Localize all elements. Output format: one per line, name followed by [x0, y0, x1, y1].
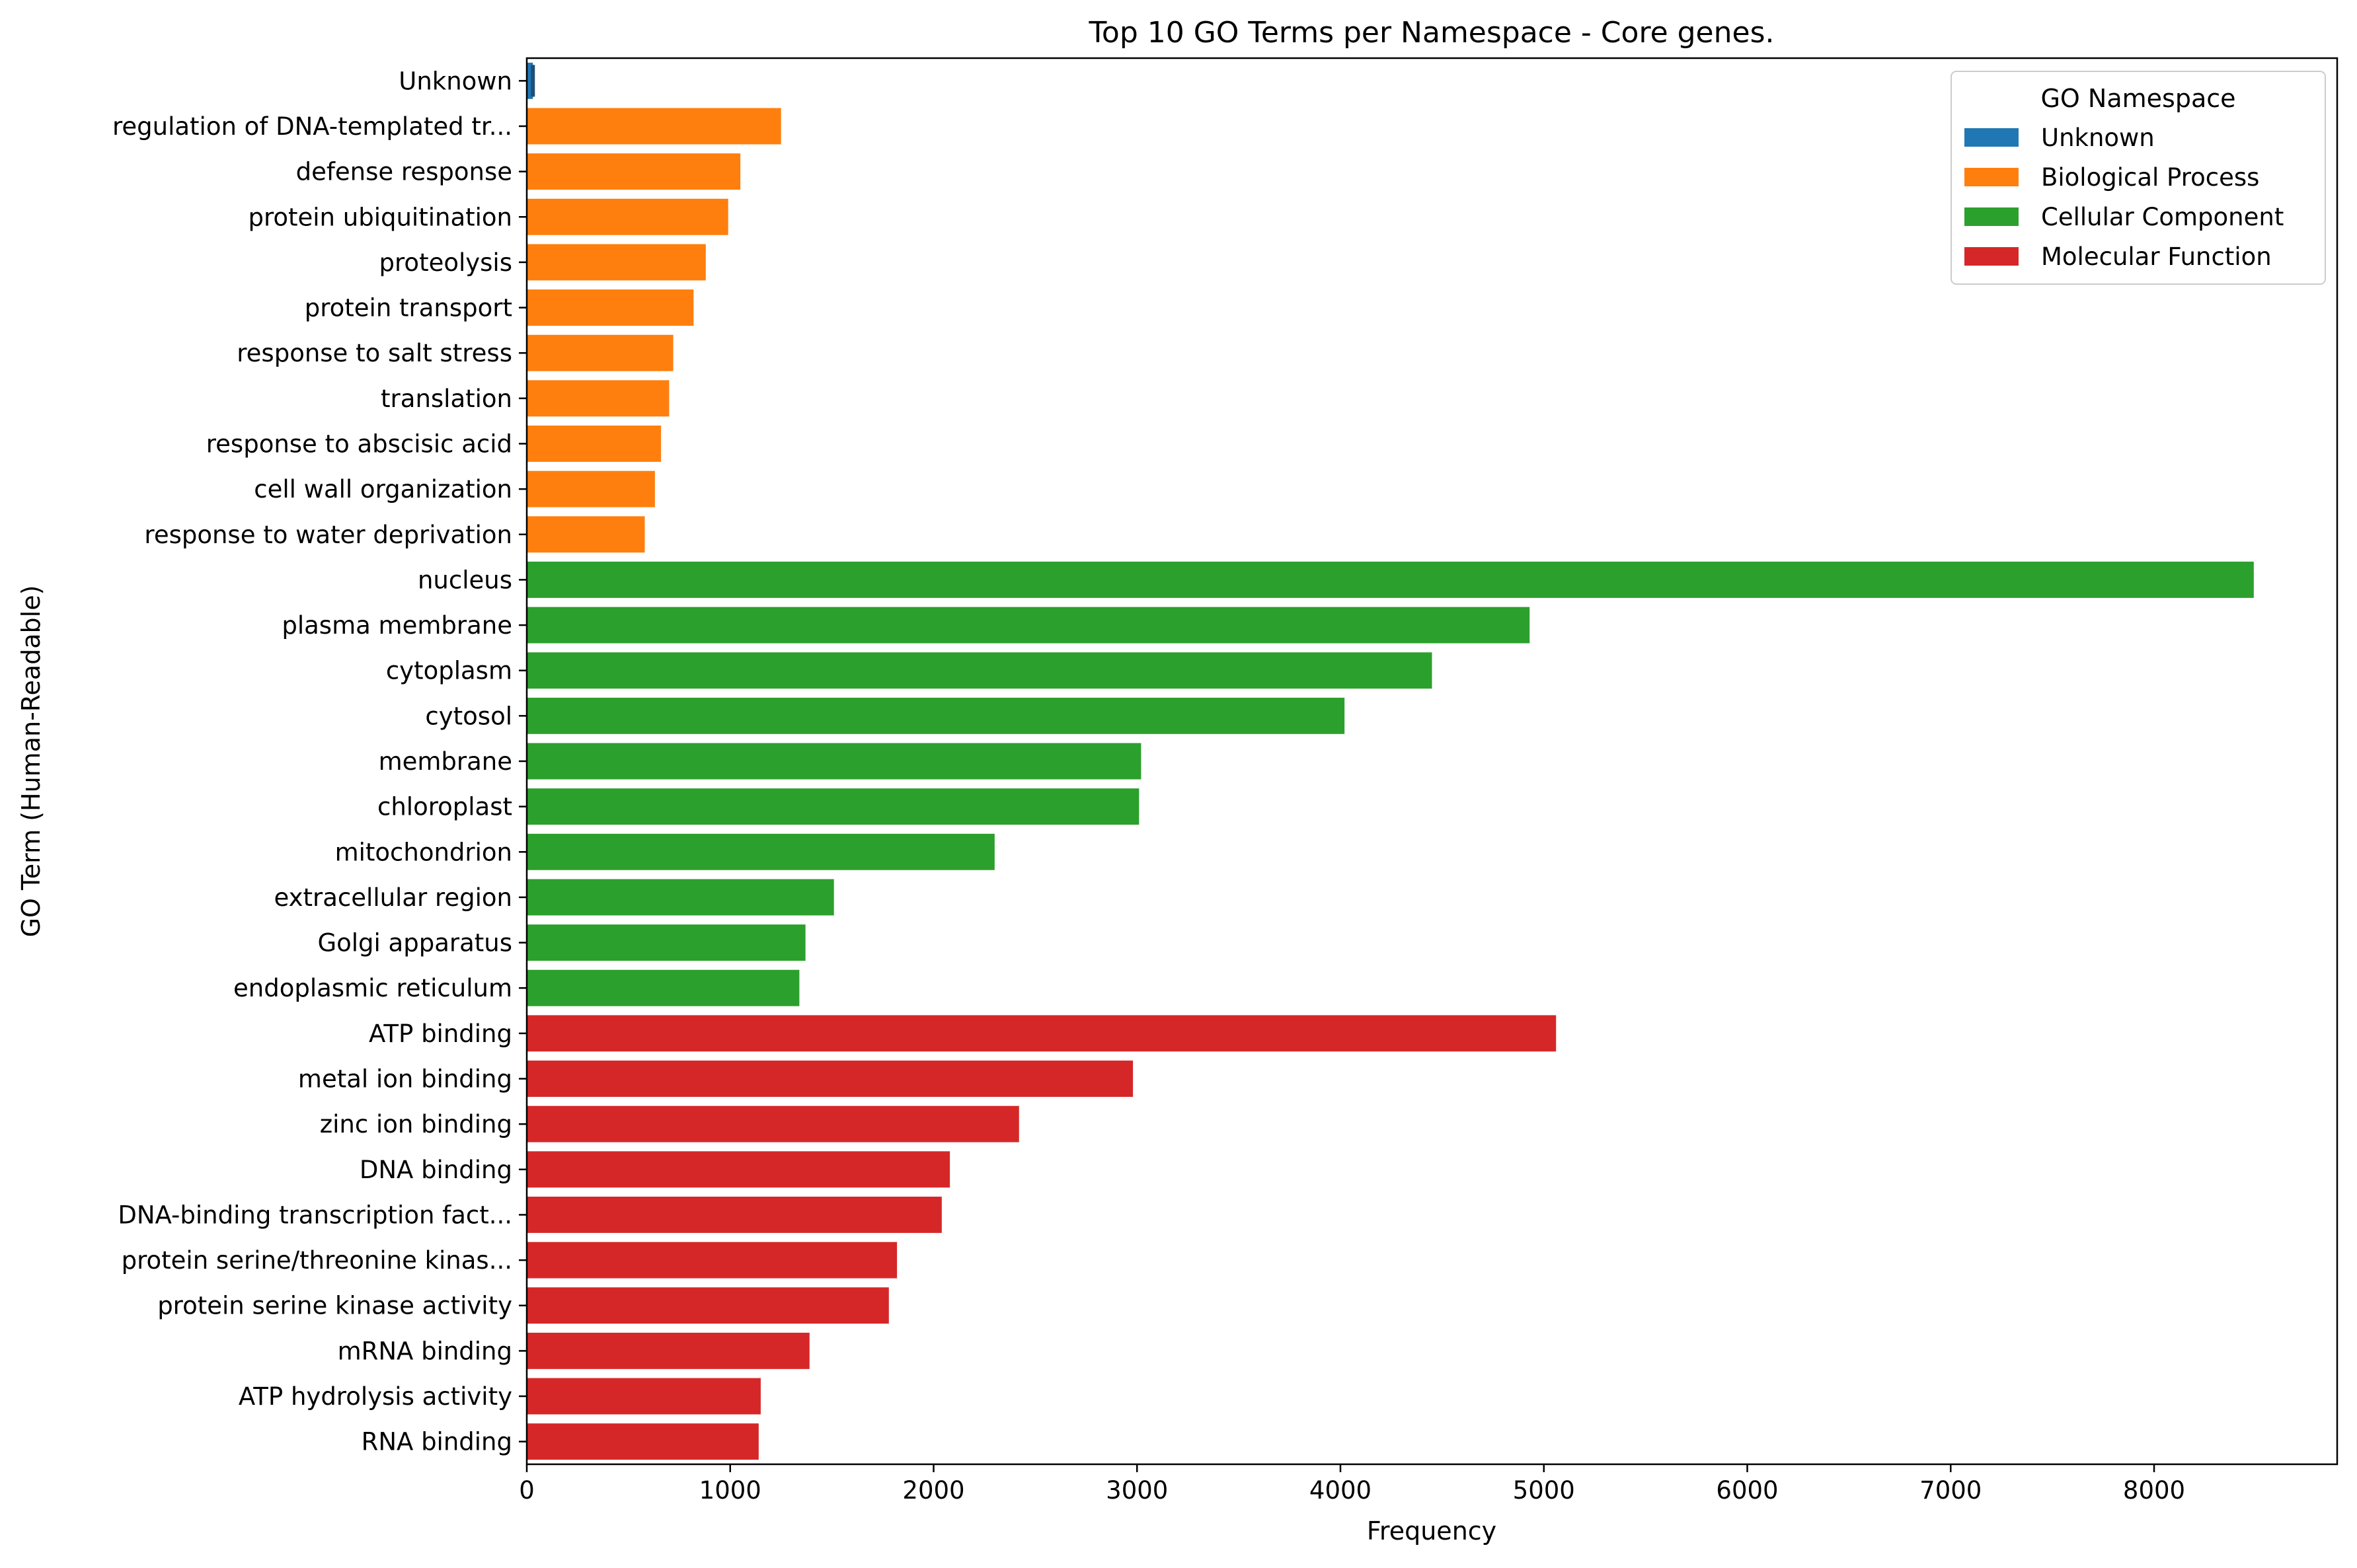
bar-6 — [527, 334, 674, 371]
bar-20 — [527, 969, 800, 1006]
bar-8 — [527, 426, 662, 462]
bar-27 — [527, 1287, 889, 1324]
plot-frame — [525, 57, 2338, 1466]
bar-11 — [527, 561, 2254, 598]
y-tick-label-21: ATP binding — [369, 1020, 512, 1048]
y-tick-label-26: protein serine/threonine kinas... — [122, 1246, 512, 1275]
x-tick-label-2: 2000 — [902, 1476, 964, 1505]
bar-0 — [527, 62, 533, 99]
y-tick-label-8: response to abscisic acid — [206, 429, 512, 458]
legend-swatch-0 — [1964, 128, 2019, 147]
bar-22 — [527, 1061, 1134, 1097]
legend-label-0: Unknown — [2041, 124, 2155, 152]
bar-5 — [527, 289, 694, 326]
x-tick-label-7: 7000 — [1919, 1476, 1982, 1505]
y-tick-label-16: chloroplast — [377, 793, 512, 821]
y-tick-label-25: DNA-binding transcription fact... — [118, 1201, 512, 1229]
y-tick-label-29: ATP hydrolysis activity — [239, 1382, 512, 1411]
y-tick-label-30: RNA binding — [362, 1428, 512, 1456]
y-tick-label-24: DNA binding — [360, 1156, 512, 1184]
y-tick-label-4: proteolysis — [379, 248, 512, 277]
ticks-layer: Unknown regulation of DNA-templated tr...… — [112, 67, 2185, 1505]
y-tick-label-1: regulation of DNA-templated tr... — [112, 112, 512, 141]
bar-25 — [527, 1196, 942, 1233]
y-tick-label-0: Unknown — [399, 67, 512, 95]
legend: GO Namespace Unknown Biological Process Ce… — [1951, 71, 2326, 285]
legend-swatch-3 — [1964, 247, 2019, 266]
bar-21 — [527, 1015, 1557, 1052]
bar-24 — [527, 1151, 950, 1188]
y-tick-label-10: response to water deprivation — [144, 521, 512, 549]
bar-30 — [527, 1423, 759, 1460]
y-tick-label-27: protein serine kinase activity — [157, 1292, 512, 1320]
bar-1 — [527, 108, 781, 145]
y-tick-label-17: mitochondrion — [335, 838, 512, 866]
y-tick-label-14: cytosol — [425, 702, 512, 730]
y-tick-label-23: zinc ion binding — [320, 1110, 512, 1139]
y-tick-label-19: Golgi apparatus — [317, 929, 512, 957]
y-tick-label-15: membrane — [379, 747, 512, 776]
y-tick-label-6: response to salt stress — [237, 339, 512, 367]
x-tick-label-1: 1000 — [699, 1476, 761, 1505]
bar-16 — [527, 788, 1140, 825]
x-tick-label-8: 8000 — [2123, 1476, 2185, 1505]
bar-2 — [527, 153, 741, 190]
bar-26 — [527, 1242, 898, 1279]
bar-4 — [527, 244, 706, 281]
bar-17 — [527, 833, 995, 870]
bar-7 — [527, 380, 670, 417]
legend-box — [1951, 71, 2326, 285]
y-tick-label-22: metal ion binding — [298, 1065, 512, 1094]
y-tick-label-28: mRNA binding — [338, 1337, 512, 1365]
bar-23 — [527, 1105, 1019, 1142]
y-tick-label-13: cytoplasm — [386, 657, 512, 685]
chart-title: Top 10 GO Terms per Namespace - Core gen… — [1089, 16, 1775, 50]
bar-12 — [527, 607, 1530, 644]
bar-15 — [527, 743, 1141, 780]
bar-18 — [527, 879, 834, 916]
bar-3 — [527, 198, 728, 235]
legend-label-3: Molecular Function — [2041, 243, 2272, 271]
y-axis-label: GO Term (Human-Readable) — [17, 585, 46, 938]
x-tick-label-3: 3000 — [1106, 1476, 1168, 1505]
bar-28 — [527, 1332, 810, 1369]
y-tick-label-12: plasma membrane — [282, 611, 512, 640]
y-tick-label-3: protein ubiquitination — [248, 203, 512, 231]
y-tick-label-2: defense response — [296, 158, 512, 186]
bar-9 — [527, 470, 655, 507]
bar-19 — [527, 924, 806, 961]
bars-layer — [527, 62, 2254, 1460]
bar-29 — [527, 1378, 761, 1415]
x-axis-label: Frequency — [1367, 1516, 1496, 1546]
x-tick-label-6: 6000 — [1716, 1476, 1778, 1505]
legend-title: GO Namespace — [2040, 84, 2235, 113]
bar-14 — [527, 697, 1345, 734]
bar-13 — [527, 652, 1432, 689]
x-tick-label-5: 5000 — [1513, 1476, 1575, 1505]
y-tick-label-5: protein transport — [305, 294, 512, 322]
y-tick-label-20: endoplasmic reticulum — [233, 974, 512, 1002]
legend-label-1: Biological Process — [2041, 163, 2259, 192]
legend-swatch-1 — [1964, 168, 2019, 186]
legend-label-2: Cellular Component — [2041, 203, 2284, 231]
x-tick-label-0: 0 — [519, 1476, 535, 1505]
x-tick-label-4: 4000 — [1309, 1476, 1372, 1505]
bar-10 — [527, 516, 645, 553]
y-tick-label-7: translation — [381, 385, 512, 413]
legend-swatch-2 — [1964, 207, 2019, 226]
legend-entries: Unknown Biological Process Cellular Compon… — [1964, 124, 2284, 271]
y-tick-label-11: nucleus — [418, 566, 512, 594]
y-tick-label-18: extracellular region — [274, 883, 512, 912]
y-tick-label-9: cell wall organization — [254, 475, 512, 504]
